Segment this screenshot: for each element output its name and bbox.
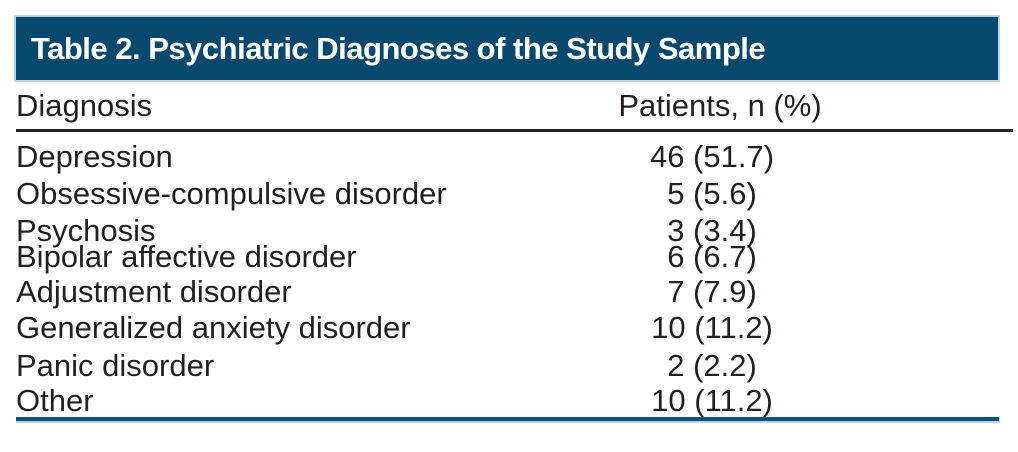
patients-cell: 2 (2.2) — [667, 348, 757, 383]
diagnosis-cell: Psychosis — [16, 213, 156, 248]
patients-cell: 3 (3.4) — [667, 213, 757, 248]
patients-cell: 10 (11.2) — [651, 383, 773, 418]
patients-cell: 7 (7.9) — [667, 274, 757, 309]
table-row: Other 10 (11.2) — [16, 383, 1012, 419]
table-row: Generalized anxiety disorder 10 (11.2) — [16, 310, 1012, 346]
table-row: Depression 46 (51.7) — [16, 139, 1012, 175]
diagnosis-cell: Other — [16, 383, 94, 418]
header-divider — [16, 129, 1013, 132]
column-header-patients: Patients, n (%) — [618, 88, 822, 123]
diagnosis-cell: Adjustment disorder — [16, 274, 292, 309]
column-header-diagnosis: Diagnosis — [16, 88, 153, 123]
patients-cell: 6 (6.7) — [667, 239, 757, 274]
table-row: Psychosis 3 (3.4) — [16, 213, 1012, 249]
table-title: Table 2. Psychiatric Diagnoses of the St… — [31, 30, 766, 66]
diagnosis-cell: Depression — [16, 139, 173, 174]
table-row: Adjustment disorder 7 (7.9) — [16, 274, 1012, 310]
diagnosis-cell: Panic disorder — [16, 348, 215, 383]
diagnosis-cell: Bipolar affective disorder — [16, 239, 357, 274]
column-header-row: Diagnosis Patients, n (%) — [16, 88, 1012, 124]
diagnosis-cell: Generalized anxiety disorder — [16, 310, 411, 345]
table-row: Bipolar affective disorder 6 (6.7) — [16, 239, 1012, 275]
table-row: Obsessive-compulsive disorder 5 (5.6) — [16, 176, 1012, 212]
bottom-divider — [16, 417, 1000, 423]
table-row: Panic disorder 2 (2.2) — [16, 348, 1012, 384]
patients-cell: 10 (11.2) — [651, 310, 773, 345]
table-title-banner: Table 2. Psychiatric Diagnoses of the St… — [14, 15, 1000, 82]
patients-cell: 46 (51.7) — [649, 139, 775, 174]
diagnosis-cell: Obsessive-compulsive disorder — [16, 176, 447, 211]
patients-cell: 5 (5.6) — [667, 176, 757, 211]
